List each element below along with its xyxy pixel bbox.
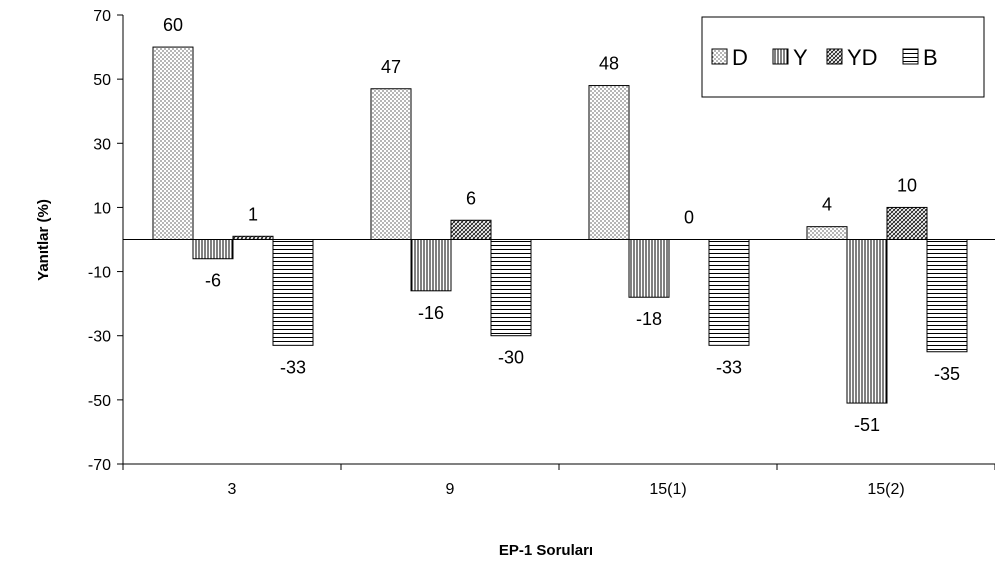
- bar-d-1: [370, 88, 412, 240]
- y-tick-label: -30: [88, 329, 111, 346]
- x-tick-label: 15(2): [867, 481, 904, 498]
- bar-b-0: [272, 239, 314, 346]
- data-label: 47: [381, 57, 401, 77]
- bar-y-3: [846, 239, 888, 404]
- y-tick-label: -10: [88, 265, 111, 282]
- x-tick-label: 9: [446, 481, 455, 498]
- y-tick-label: 70: [93, 8, 111, 25]
- axes: [122, 15, 995, 465]
- bar-d-0: [152, 46, 194, 241]
- bar-y-0: [192, 239, 234, 260]
- data-label: 48: [599, 54, 619, 74]
- data-label: 4: [822, 195, 832, 215]
- bar-y-1: [410, 239, 452, 292]
- x-axis-ticks: 3 9 15(1) 15(2): [122, 464, 995, 498]
- bar-d-2: [588, 85, 630, 240]
- data-label: 0: [684, 208, 694, 228]
- x-tick-label: 3: [228, 481, 237, 498]
- legend-box: [701, 16, 985, 98]
- data-label: 6: [466, 188, 476, 208]
- legend-label: YD: [847, 45, 878, 70]
- data-label: -16: [418, 303, 444, 323]
- data-label: -6: [205, 271, 221, 291]
- bar-b-1: [490, 239, 532, 337]
- y-axis-ticks: 70 50 30 10 -10 -30 -50 -70: [88, 8, 123, 474]
- data-label: -33: [280, 357, 306, 377]
- bar-d-3: [806, 226, 848, 241]
- x-axis-title: EP-1 Soruları: [499, 542, 593, 559]
- y-tick-label: 50: [93, 72, 111, 89]
- data-label: -33: [716, 357, 742, 377]
- legend-swatch-y: [772, 48, 789, 65]
- legend-label: D: [732, 45, 748, 70]
- data-label: 60: [163, 15, 183, 35]
- bar-yd-1: [450, 219, 492, 240]
- bar-y-2: [628, 239, 670, 298]
- y-tick-label: -70: [88, 457, 111, 474]
- legend-swatch-yd: [826, 48, 843, 65]
- data-label: 10: [897, 175, 917, 195]
- y-tick-label: -50: [88, 393, 111, 410]
- bar-yd-3: [886, 206, 928, 241]
- y-tick-label: 30: [93, 136, 111, 153]
- legend-swatch-d: [711, 48, 728, 65]
- data-label: -35: [934, 364, 960, 384]
- x-tick-label: 15(1): [649, 481, 686, 498]
- legend: D Y YD B: [701, 16, 985, 98]
- y-tick-label: 10: [93, 200, 111, 217]
- y-axis-title: Yanıtlar (%): [35, 199, 52, 281]
- bars: [152, 46, 968, 404]
- legend-swatch-b: [902, 48, 919, 65]
- data-label: 1: [248, 204, 258, 224]
- bar-b-3: [926, 239, 968, 353]
- legend-label: B: [923, 45, 938, 70]
- legend-label: Y: [793, 45, 808, 70]
- data-label: -30: [498, 348, 524, 368]
- data-label: -51: [854, 415, 880, 435]
- bar-b-2: [708, 239, 750, 346]
- data-label: -18: [636, 309, 662, 329]
